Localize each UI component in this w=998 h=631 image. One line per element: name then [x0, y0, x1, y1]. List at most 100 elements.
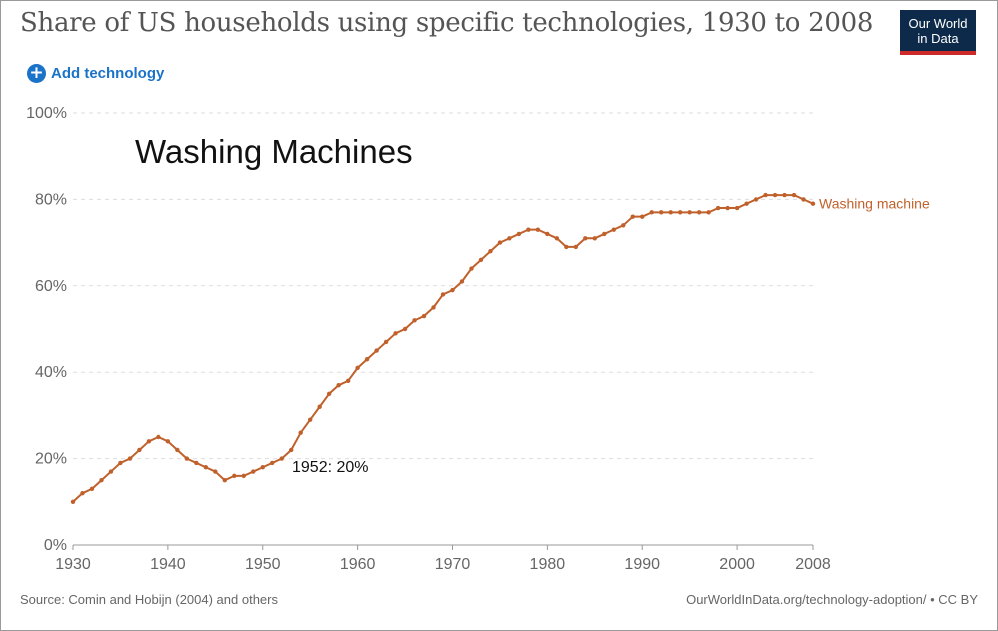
data-point[interactable] — [393, 331, 398, 336]
data-point[interactable] — [677, 210, 683, 215]
data-point[interactable] — [222, 478, 227, 483]
data-point[interactable] — [336, 382, 341, 388]
data-point[interactable] — [156, 434, 161, 440]
data-point[interactable] — [118, 460, 123, 466]
data-point[interactable] — [270, 460, 275, 466]
license-note[interactable]: OurWorldInData.org/technology-adoption/ … — [686, 592, 978, 607]
data-point[interactable] — [203, 465, 209, 470]
page-title: Share of US households using specific te… — [20, 8, 874, 38]
x-tick-label: 1960 — [340, 556, 376, 573]
data-point[interactable] — [573, 244, 579, 250]
data-point[interactable] — [507, 236, 512, 241]
annotation-label: 1952: 20% — [292, 459, 369, 476]
y-tick-label: 20% — [35, 451, 67, 468]
data-point[interactable] — [630, 214, 635, 219]
data-point[interactable] — [763, 192, 768, 198]
data-point[interactable] — [402, 326, 408, 332]
data-point[interactable] — [80, 490, 85, 496]
data-point[interactable] — [810, 201, 816, 206]
data-point[interactable] — [260, 465, 265, 470]
data-point[interactable] — [251, 469, 256, 474]
data-point[interactable] — [478, 257, 484, 263]
data-point[interactable] — [450, 287, 455, 293]
data-point[interactable] — [564, 244, 569, 250]
data-point[interactable] — [412, 318, 417, 323]
data-point[interactable] — [99, 478, 104, 483]
data-point[interactable] — [469, 266, 474, 271]
data-point[interactable] — [526, 227, 531, 232]
data-point[interactable] — [421, 313, 427, 319]
data-point[interactable] — [488, 249, 493, 254]
data-point[interactable] — [364, 357, 370, 362]
data-point[interactable] — [307, 417, 313, 422]
data-point[interactable] — [127, 456, 133, 461]
data-point[interactable] — [725, 205, 730, 211]
data-point[interactable] — [355, 365, 360, 371]
data-point[interactable] — [602, 231, 607, 237]
x-tick-label: 1970 — [435, 556, 471, 573]
data-point[interactable] — [70, 499, 76, 504]
x-tick-label: 1990 — [624, 556, 660, 573]
data-point[interactable] — [801, 197, 806, 202]
data-point[interactable] — [659, 210, 664, 215]
data-point[interactable] — [782, 192, 787, 198]
data-point[interactable] — [317, 404, 322, 409]
data-point[interactable] — [687, 210, 692, 215]
data-point[interactable] — [345, 378, 351, 384]
owid-logo[interactable]: Our World in Data — [900, 10, 976, 55]
add-technology-button[interactable]: + Add technology — [27, 64, 164, 83]
data-point[interactable] — [146, 439, 152, 444]
logo-line-2: in Data — [917, 31, 959, 46]
data-point[interactable] — [175, 447, 180, 453]
data-point[interactable] — [772, 192, 778, 198]
data-point[interactable] — [753, 197, 759, 202]
series-label: Washing machine — [819, 196, 930, 212]
x-tick-label: 2008 — [795, 556, 831, 573]
data-point[interactable] — [545, 231, 550, 237]
series-line — [72, 194, 814, 503]
data-point[interactable] — [184, 456, 190, 461]
data-point[interactable] — [232, 473, 237, 479]
data-point[interactable] — [213, 469, 218, 474]
data-point[interactable] — [706, 210, 711, 215]
data-point[interactable] — [279, 456, 284, 461]
data-point[interactable] — [165, 439, 171, 444]
data-point[interactable] — [583, 236, 588, 241]
x-tick-label: 1950 — [245, 556, 281, 573]
data-point[interactable] — [326, 391, 332, 396]
data-point[interactable] — [89, 486, 95, 492]
data-point[interactable] — [374, 348, 379, 353]
data-point[interactable] — [715, 205, 721, 211]
data-point[interactable] — [734, 205, 740, 211]
y-tick-label: 80% — [35, 191, 67, 208]
logo-line-1: Our World — [908, 16, 968, 31]
data-point[interactable] — [497, 240, 503, 245]
data-point[interactable] — [668, 210, 673, 215]
x-tick-label: 1930 — [55, 556, 91, 573]
data-point[interactable] — [459, 279, 465, 284]
data-point[interactable] — [431, 305, 436, 310]
data-point[interactable] — [640, 214, 645, 219]
data-point[interactable] — [289, 447, 294, 453]
data-point[interactable] — [621, 223, 626, 228]
data-point[interactable] — [554, 236, 560, 241]
data-point[interactable] — [137, 447, 142, 453]
data-point[interactable] — [108, 469, 114, 474]
data-point[interactable] — [649, 210, 654, 215]
data-point[interactable] — [241, 473, 246, 479]
data-point[interactable] — [592, 236, 597, 241]
data-point[interactable] — [696, 210, 702, 215]
y-tick-label: 0% — [44, 537, 67, 554]
data-point[interactable] — [535, 227, 541, 232]
data-point[interactable] — [611, 227, 616, 232]
data-point[interactable] — [194, 460, 199, 466]
data-point[interactable] — [298, 430, 303, 435]
data-point[interactable] — [516, 231, 522, 237]
data-point[interactable] — [383, 339, 389, 345]
data-point[interactable] — [744, 201, 749, 206]
data-point[interactable] — [791, 192, 797, 198]
x-tick-label: 1940 — [150, 556, 186, 573]
data-point[interactable] — [440, 292, 446, 297]
